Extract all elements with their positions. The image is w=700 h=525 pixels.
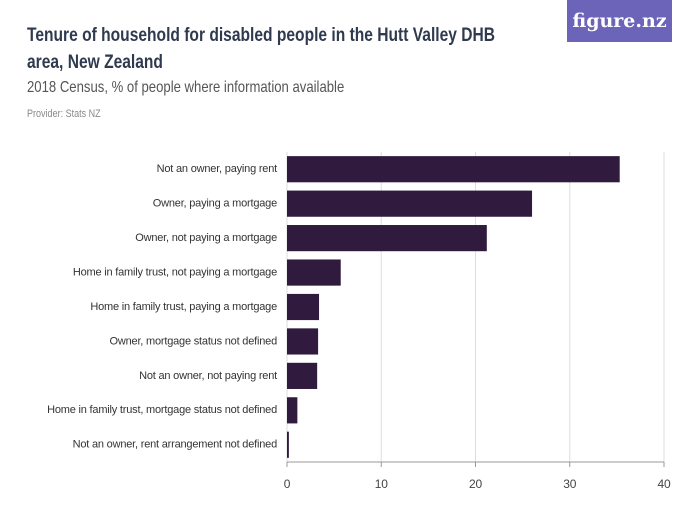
bar <box>287 328 319 355</box>
y-tick-label: Owner, mortgage status not defined <box>110 335 278 347</box>
chart-title: Tenure of household for disabled people … <box>27 25 496 73</box>
x-tick-label: 10 <box>375 477 388 491</box>
bar <box>287 362 318 389</box>
bar <box>287 190 533 217</box>
y-tick-label: Not an owner, paying rent <box>157 163 277 175</box>
x-tick-label: 30 <box>563 477 576 491</box>
bar <box>287 397 298 424</box>
y-tick-label: Home in family trust, paying a mortgage <box>90 301 277 313</box>
chart-subtitle: 2018 Census, % of people where informati… <box>27 79 345 96</box>
x-tick-label: 40 <box>658 477 671 491</box>
x-tick-label: 0 <box>284 477 291 491</box>
y-tick-label: Home in family trust, not paying a mortg… <box>73 266 277 278</box>
bar <box>287 225 487 252</box>
bar <box>287 293 320 321</box>
y-tick-label: Owner, paying a mortgage <box>153 198 277 210</box>
bar <box>287 156 620 183</box>
x-tick-label: 20 <box>469 477 482 491</box>
logo[interactable]: figure.nz <box>567 0 672 42</box>
y-tick-label: Home in family trust, mortgage status no… <box>47 404 277 416</box>
provider: Provider: Stats NZ <box>27 108 101 120</box>
y-tick-label: Owner, not paying a mortgage <box>135 232 277 244</box>
bar <box>287 431 289 458</box>
bar <box>287 259 341 286</box>
y-tick-label: Not an owner, rent arrangement not defin… <box>73 439 277 451</box>
y-tick-label: Not an owner, not paying rent <box>139 370 277 382</box>
